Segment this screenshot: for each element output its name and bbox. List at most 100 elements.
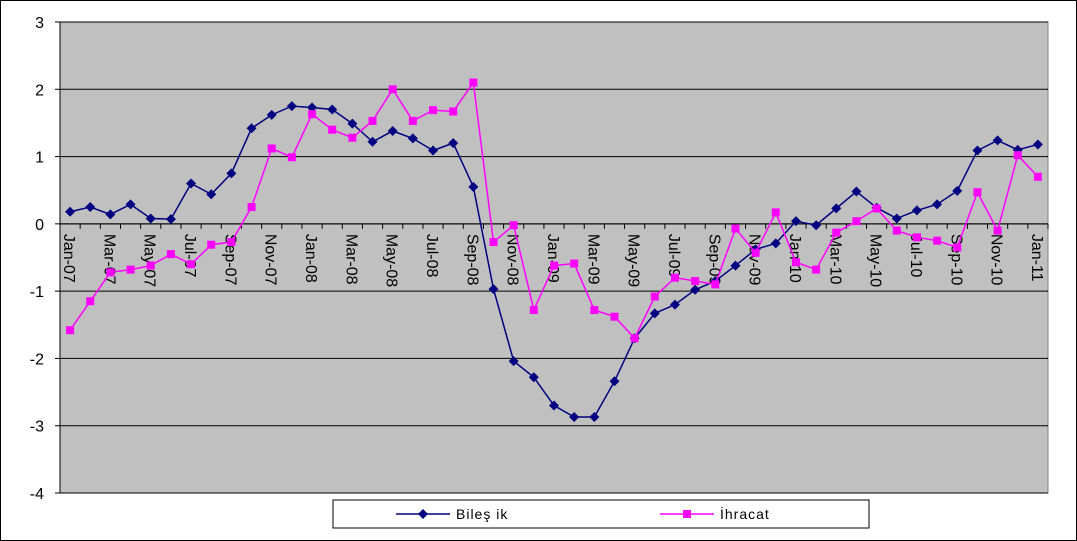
y-tick-label: -3 [30,419,44,436]
plot-area [59,21,1049,494]
data-point [207,240,216,249]
y-tick-label: 3 [35,15,44,32]
data-point [165,214,176,225]
data-point [468,181,479,192]
data-point [589,411,600,422]
data-point [549,400,559,411]
data-point [489,238,498,247]
data-point [227,238,236,247]
data-point [145,213,156,224]
data-point [590,305,599,314]
data-point [992,135,1003,146]
x-tick-label: Mar-09 [584,234,601,285]
x-tick-label: Jul-08 [423,234,440,278]
data-point [186,178,197,189]
legend: Bileş ik İhracat [332,499,870,529]
x-tick-label: Nov-08 [504,234,521,286]
data-point [106,268,115,277]
data-point [972,145,983,156]
data-point [348,133,357,142]
data-point [751,248,760,257]
x-tick-label: Jul-07 [181,234,198,278]
data-point [790,216,801,227]
x-tick-label: Mar-08 [342,234,359,285]
data-point [125,199,136,210]
x-tick-label: Mar-10 [826,234,843,285]
x-tick-label: Jan-08 [302,234,319,283]
data-point [287,153,296,162]
data-point [933,236,942,245]
data-point [327,104,338,115]
legend-label: Bileş ik [456,506,508,522]
y-tick-label: -2 [30,351,44,368]
y-tick-label: 1 [35,150,44,167]
data-point [952,185,963,196]
data-point [226,168,237,179]
data-point [246,123,257,134]
data-point [891,213,902,224]
data-point [508,356,519,367]
data-point [528,372,539,383]
data-point [691,277,700,286]
data-point [1013,151,1022,160]
x-tick-label: Sep-07 [221,234,238,286]
legend-marker [683,510,691,518]
x-tick-label: Jul-09 [665,234,682,278]
data-point [650,292,659,301]
data-point [1032,139,1043,150]
legend-label: İhracat [720,505,770,522]
data-point [65,206,76,217]
data-point [529,305,538,314]
data-point [811,220,822,231]
data-point [630,334,639,343]
data-point [307,102,318,113]
data-point [731,224,740,233]
data-point [711,280,720,289]
data-point [1033,172,1042,181]
data-point [429,106,438,115]
data-point [911,205,922,216]
data-point [388,85,397,94]
y-tick-label: -1 [30,284,44,301]
data-point [851,186,862,197]
legend-marker [418,509,428,519]
data-point [85,202,96,213]
data-point [892,226,901,235]
data-point [328,125,337,134]
x-tick-label: Mar-07 [100,234,117,285]
data-point [670,273,679,282]
x-tick-label: Jan-11 [1028,234,1045,282]
data-point [469,78,478,87]
data-point [690,284,701,295]
data-point [912,233,921,242]
data-point [387,126,398,137]
data-point [286,101,297,112]
data-point [509,221,518,230]
data-point [86,297,95,306]
data-point [791,258,800,267]
data-point [872,204,881,213]
x-tick-label: May-08 [383,234,400,287]
y-axis-ticks: 3 2 1 0 -1 -2 -3 -4 [30,15,61,503]
data-point [669,299,680,310]
data-point [932,199,943,210]
data-point [407,133,418,144]
data-point [206,189,217,200]
x-tick-label: Jan-07 [60,234,77,283]
data-point [105,209,116,220]
y-tick-label: 0 [35,217,44,234]
x-tick-label: Sep-09 [705,234,722,286]
x-tick-label: Jul-10 [907,234,924,278]
x-tick-label: Jan-09 [544,234,561,283]
data-point [368,116,377,125]
data-point [832,228,841,237]
data-point [66,326,75,335]
data-point [771,208,780,217]
y-tick-label: -4 [30,486,44,503]
x-tick-label: May-07 [141,234,158,287]
data-point [367,136,378,147]
data-point [570,259,579,268]
data-point [770,238,781,249]
data-point [428,145,439,156]
series-layer [65,78,1043,422]
